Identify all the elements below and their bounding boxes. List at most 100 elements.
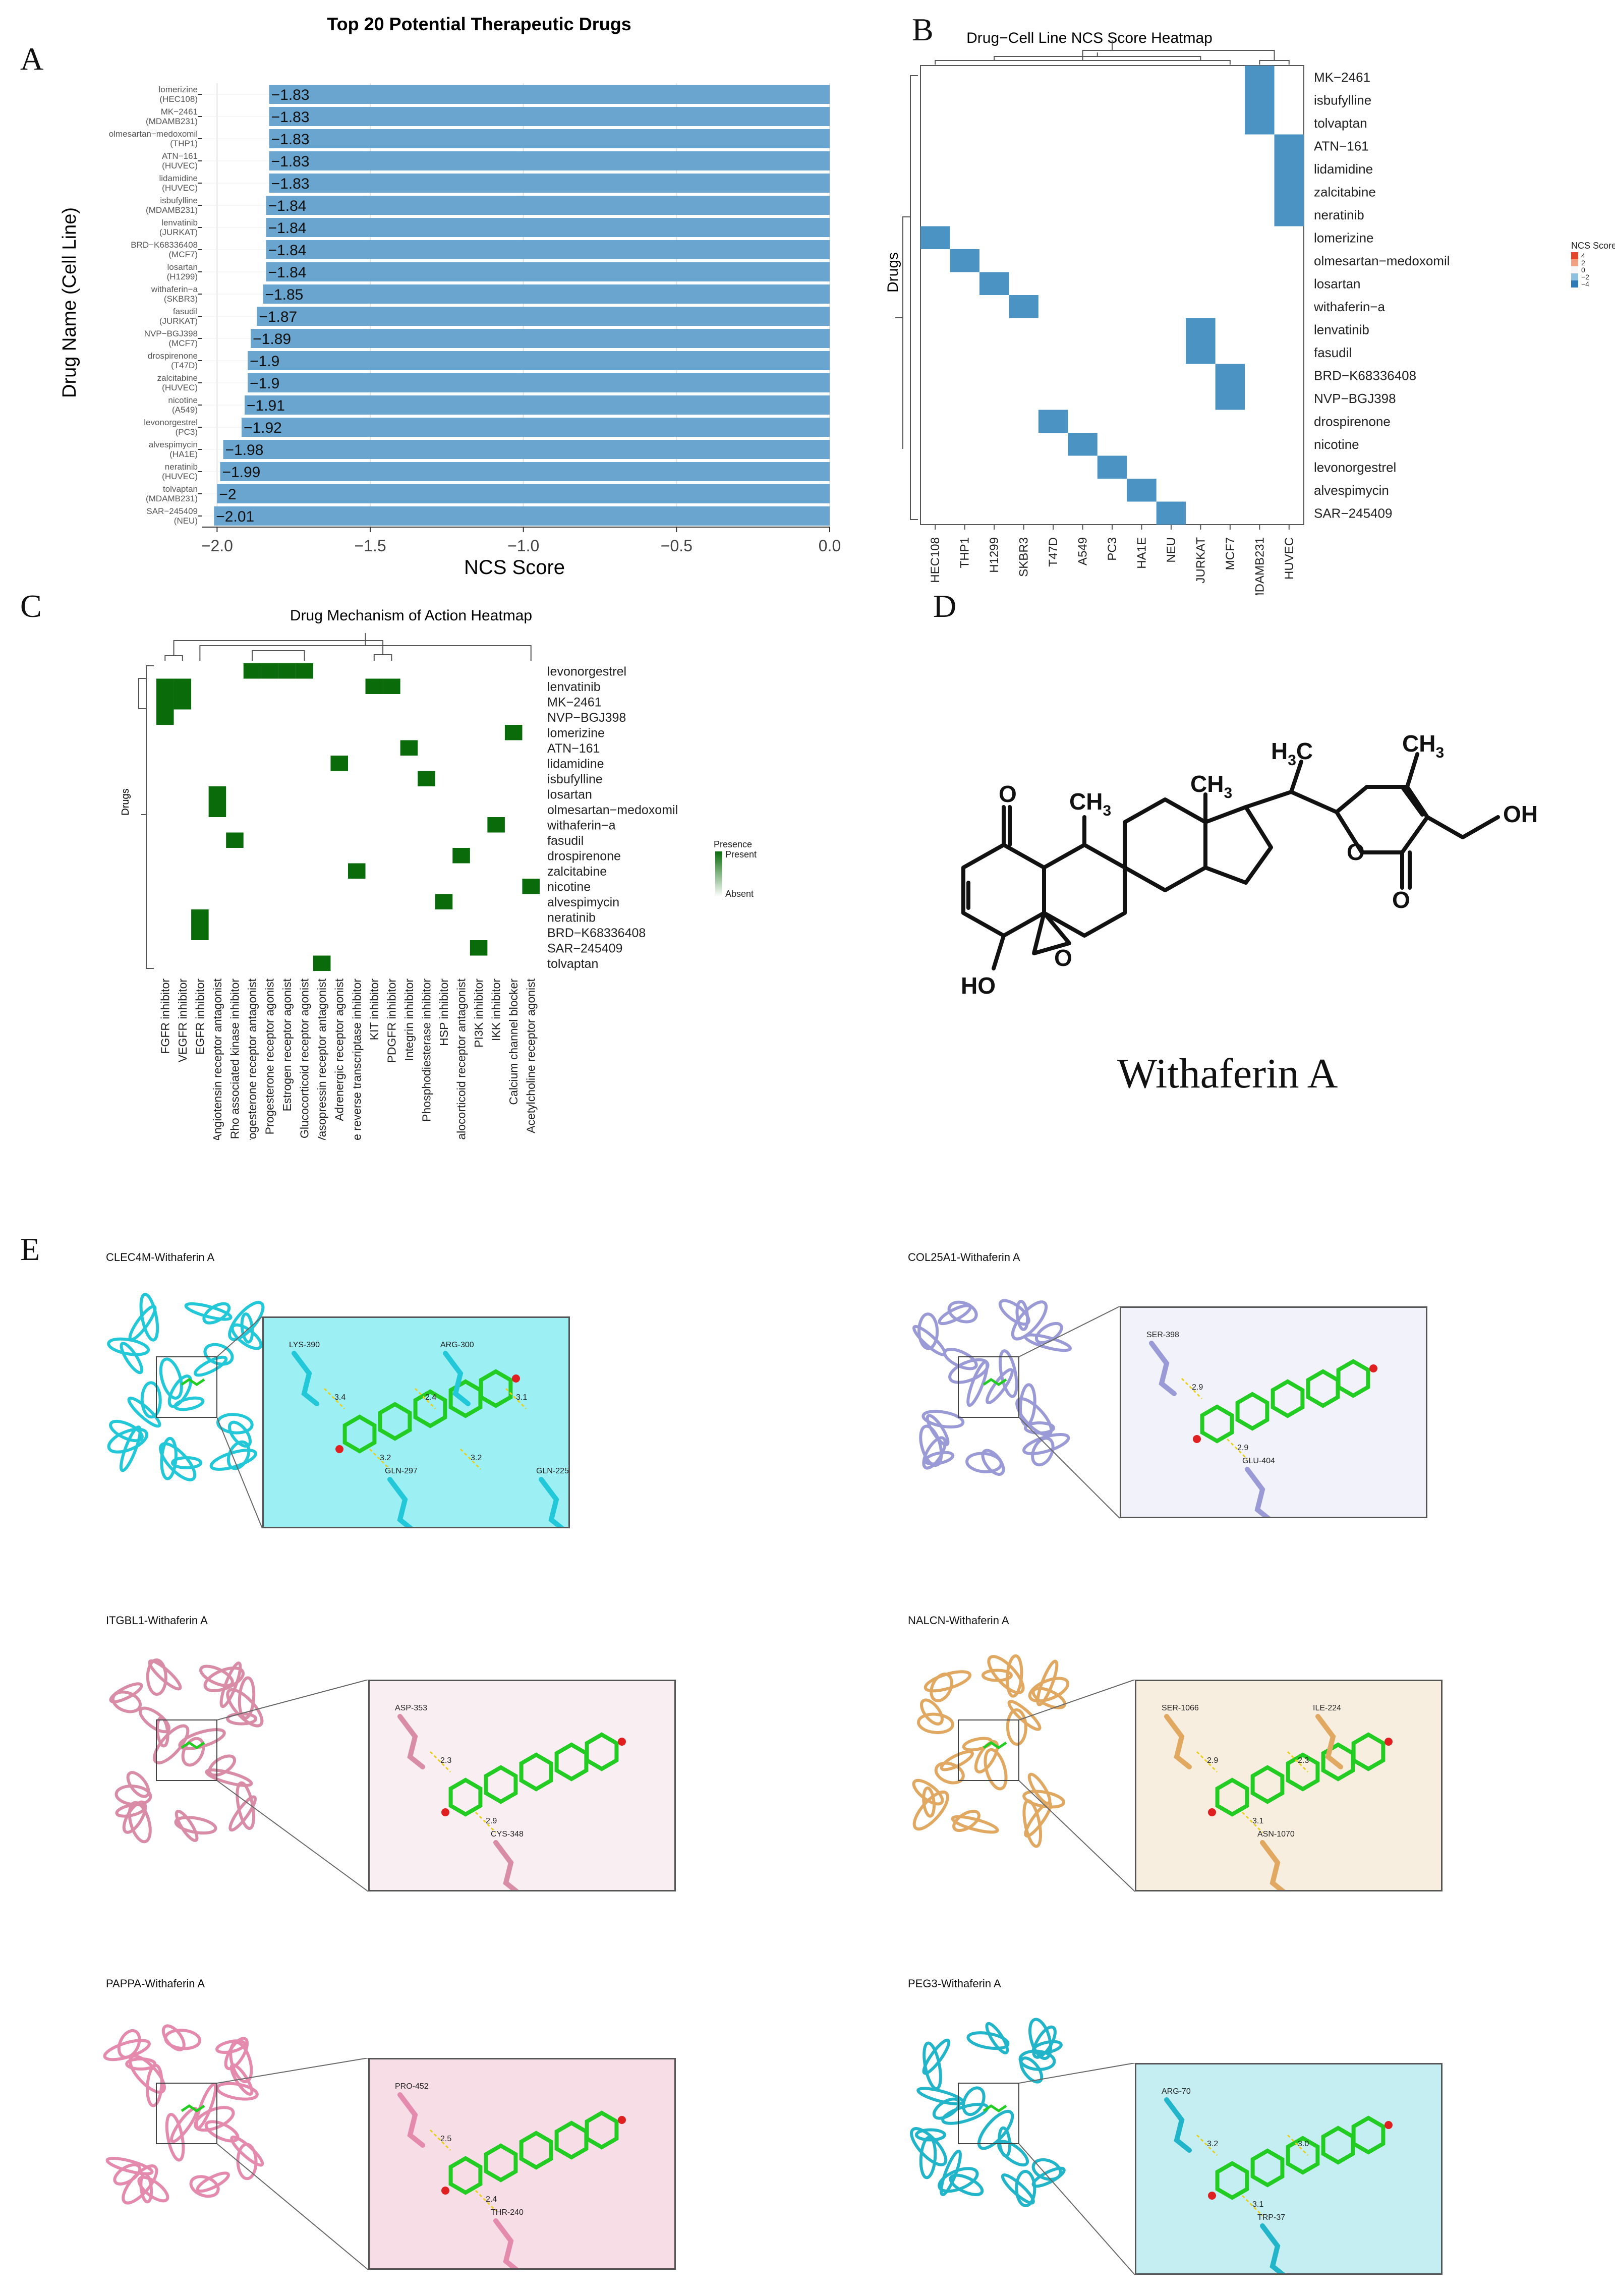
bar bbox=[251, 329, 830, 348]
row-label: losartan bbox=[547, 787, 592, 801]
helix bbox=[228, 1420, 252, 1448]
ligand-ring bbox=[1250, 2148, 1285, 2188]
legend-tick: Present bbox=[725, 849, 757, 859]
data-label: −1.9 bbox=[250, 375, 279, 392]
row-label: lenvatinib bbox=[1314, 322, 1369, 337]
distance-label: 2.9 bbox=[1207, 1756, 1218, 1765]
ligand-ring bbox=[1321, 2126, 1355, 2165]
ligand-ring bbox=[519, 1752, 553, 1792]
y-tick-label: withaferin−a bbox=[151, 284, 198, 294]
zoom-region bbox=[958, 2083, 1019, 2144]
y-tick-label: lenvatinib bbox=[161, 218, 198, 227]
row-label: drospirenone bbox=[1314, 414, 1391, 429]
ncs-heatmap: Drug−Cell Line NCS Score Heatmap Drugs M… bbox=[885, 30, 1615, 595]
ch3-label-3: CH3 bbox=[1402, 731, 1444, 761]
protein-overview bbox=[912, 1299, 1072, 1476]
helix bbox=[194, 2106, 235, 2132]
helix bbox=[199, 1664, 234, 1687]
ligand-ring bbox=[519, 2131, 553, 2170]
helix bbox=[148, 1659, 182, 1691]
helix bbox=[1005, 1654, 1023, 1698]
oxygen-atom bbox=[618, 1738, 626, 1746]
residue-label: SER-398 bbox=[1146, 1331, 1179, 1339]
row-label: nicotine bbox=[1314, 437, 1359, 452]
connector-line bbox=[217, 1417, 263, 1529]
helix bbox=[1001, 2173, 1035, 2205]
data-label: −1.84 bbox=[268, 242, 307, 259]
helix bbox=[146, 2063, 163, 2107]
column-label: VEGFR inhibitor bbox=[176, 979, 189, 1063]
helix bbox=[219, 1661, 242, 1708]
helix bbox=[912, 1790, 949, 1831]
heatmap-cell bbox=[296, 663, 313, 679]
row-label: lomerizine bbox=[1314, 230, 1374, 245]
ligand bbox=[181, 2104, 205, 2113]
y-tick-sublabel: (HEC108) bbox=[159, 94, 198, 104]
y-tick-sublabel: (HUVEC) bbox=[162, 183, 198, 193]
data-label: −1.84 bbox=[268, 220, 307, 237]
row-label: alvespimycin bbox=[547, 895, 619, 909]
column-label: A549 bbox=[1076, 537, 1090, 565]
ligand-ring bbox=[479, 1369, 513, 1408]
hbond bbox=[1226, 1438, 1248, 1460]
residue-label: ILE-224 bbox=[1313, 1704, 1341, 1712]
column-label: SKBR3 bbox=[1017, 537, 1031, 577]
column-label: Mineralocorticoid receptor antagonist bbox=[455, 978, 468, 1140]
data-label: −1.91 bbox=[247, 397, 285, 414]
ligand-ring bbox=[1235, 1392, 1270, 1431]
data-label: −1.99 bbox=[222, 464, 260, 481]
zoom-connector bbox=[1019, 1306, 1120, 1519]
connector-line bbox=[1019, 1780, 1135, 1892]
row-label: fasudil bbox=[547, 834, 584, 848]
helix bbox=[1022, 1433, 1070, 1455]
helix bbox=[204, 2120, 240, 2143]
x-tick-label: −0.5 bbox=[661, 537, 693, 555]
distance-label: 3.1 bbox=[1252, 2200, 1263, 2209]
ligand-ring bbox=[448, 2156, 483, 2195]
heatmap-cell bbox=[156, 678, 174, 694]
x-axis-label: NCS Score bbox=[464, 556, 565, 579]
heatmap-cell bbox=[418, 771, 435, 786]
helix bbox=[126, 1771, 150, 1798]
helix bbox=[215, 2039, 247, 2054]
binding-site-zoom: PRO-452 THR-240 2.5 2.4 bbox=[368, 2058, 676, 2270]
heatmap-cell bbox=[243, 663, 261, 679]
helix bbox=[1015, 1397, 1053, 1437]
column-label: Estrogen receptor agonist bbox=[280, 978, 294, 1111]
residue-label: TRP-37 bbox=[1257, 2213, 1285, 2222]
y-tick-label: neratinib bbox=[165, 462, 198, 472]
y-tick-sublabel: (MCF7) bbox=[168, 338, 198, 348]
column-label: EGFR inhibitor bbox=[193, 979, 206, 1055]
connector-line bbox=[217, 1780, 369, 1892]
helix bbox=[1011, 1300, 1048, 1341]
ligand-ring bbox=[342, 1414, 377, 1454]
y-tick-sublabel: (NEU) bbox=[174, 516, 198, 526]
helix bbox=[1028, 2018, 1053, 2060]
residue-sticks bbox=[397, 1714, 425, 1769]
row-dendrogram bbox=[895, 75, 918, 520]
heatmap-cell bbox=[191, 925, 209, 940]
oxygen-atom bbox=[1208, 1808, 1216, 1816]
heatmap-cell bbox=[1215, 364, 1245, 387]
helix bbox=[127, 1396, 161, 1428]
residue-sticks bbox=[1260, 2223, 1286, 2273]
binding-site-drawing: SER-1066 ASN-1070 ILE-224 2.9 3.1 2.3 bbox=[1162, 1704, 1393, 1890]
distance-label: 3.1 bbox=[516, 1393, 527, 1402]
heatmap-cell bbox=[261, 663, 278, 679]
y-tick-label: MK−2461 bbox=[161, 107, 198, 117]
binding-site-drawing: PRO-452 THR-240 2.5 2.4 bbox=[395, 2082, 626, 2268]
y-tick-sublabel: (T47D) bbox=[171, 361, 198, 370]
heatmap-cell bbox=[1274, 203, 1304, 226]
row-label: neratinib bbox=[547, 910, 596, 925]
protein-overview bbox=[107, 1293, 265, 1481]
row-label: drospirenone bbox=[547, 849, 621, 863]
residue-sticks bbox=[1164, 1714, 1192, 1769]
data-label: −1.84 bbox=[268, 264, 307, 281]
ch3-label-1: CH3 bbox=[1069, 788, 1111, 819]
row-label: lidamidine bbox=[547, 757, 604, 771]
oxygen-atom bbox=[512, 1374, 520, 1383]
heatmap-cell bbox=[1097, 455, 1127, 479]
ch3-label-2: CH3 bbox=[1190, 771, 1232, 801]
column-label: JURKAT bbox=[1194, 537, 1207, 584]
